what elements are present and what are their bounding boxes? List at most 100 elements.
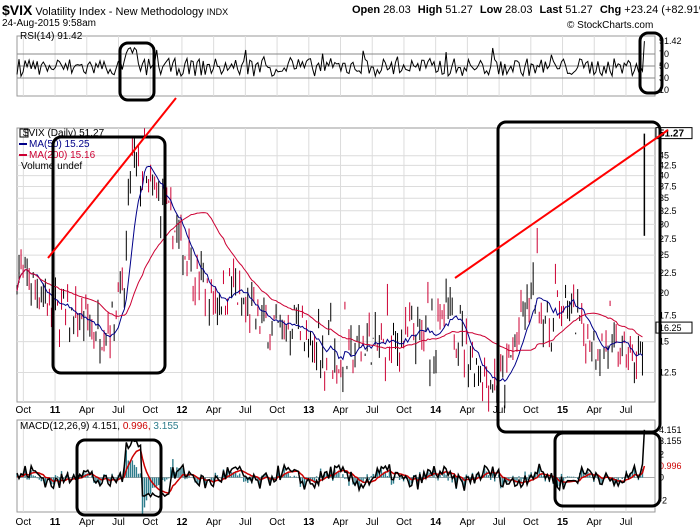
x-tick-label: Apr — [333, 405, 349, 416]
x-tick-label: Oct — [16, 517, 32, 528]
macd-y-tick: 0 — [659, 473, 664, 483]
x-tick-label: Jul — [239, 405, 252, 416]
price-y-tick: 45 — [659, 151, 669, 161]
rsi-y-tick: 50 — [659, 61, 669, 71]
x-tick-label: Apr — [460, 405, 476, 416]
chg-value: +23.24 (+82.91%) — [624, 4, 700, 16]
price-y-tick: 25 — [659, 250, 669, 260]
x-tick-label: 13 — [303, 517, 315, 528]
annotation-line-2015 — [454, 129, 669, 279]
ma50-line — [16, 165, 643, 382]
macd-y-tick: 0.996 — [659, 461, 682, 471]
ma-marker — [655, 321, 693, 334]
price-bars — [16, 128, 643, 412]
ma50-legend: MA(50) 15.25 — [29, 139, 90, 150]
x-tick-label: 14 — [430, 517, 442, 528]
price-y-tick: 22.5 — [659, 268, 677, 278]
exchange-label: INDX — [206, 7, 229, 17]
price-y-tick: 12.5 — [659, 367, 677, 377]
x-tick-label: Jul — [620, 405, 633, 416]
annotation-box-rsi-2015 — [638, 31, 664, 95]
panel-price-frame — [16, 127, 656, 403]
price-y-tick: 40 — [659, 171, 669, 181]
x-tick-label: 11 — [50, 517, 61, 528]
price-y-tick: 37.5 — [659, 182, 677, 192]
open-value: 28.03 — [383, 4, 411, 16]
x-tick-label: 12 — [176, 517, 188, 528]
x-tick-label: Jul — [366, 405, 379, 416]
rsi-y-tick: 10 — [659, 85, 669, 95]
ma200-line — [16, 212, 643, 353]
x-tick-label: Oct — [523, 517, 539, 528]
x-tick-label: Oct — [16, 405, 32, 416]
annotation-box-macd-2011 — [75, 438, 163, 517]
x-tick-label: Apr — [79, 405, 95, 416]
price-last-tick: 51.27 — [659, 129, 684, 140]
annotation-box-rsi-2011 — [118, 41, 156, 102]
rsi-y-tick: 30 — [659, 73, 669, 83]
x-tick-label: Apr — [460, 517, 476, 528]
copyright-label: © StockCharts.com — [567, 20, 654, 31]
last-value: 51.27 — [565, 4, 593, 16]
annotation-box-price-2011 — [51, 135, 167, 375]
rsi-line — [16, 41, 645, 79]
x-tick-label: Jul — [493, 517, 506, 528]
x-tick-label: Apr — [333, 517, 349, 528]
price-ma-tick: 16.25 — [659, 323, 682, 333]
last-price-marker — [655, 127, 693, 140]
x-tick-label: Jul — [366, 517, 379, 528]
x-tick-label: 14 — [430, 405, 442, 416]
price-y-tick: 32.5 — [659, 206, 677, 216]
rsi-y-tick: 70 — [659, 49, 669, 59]
x-tick-label: Oct — [142, 517, 158, 528]
x-tick-label: Apr — [206, 517, 222, 528]
low-value: 28.03 — [504, 4, 533, 16]
x-tick-label: Jul — [112, 405, 125, 416]
chg-label: Chg — [599, 4, 622, 16]
x-tick-label: Oct — [269, 405, 285, 416]
x-tick-label: Oct — [523, 405, 539, 416]
price-y-tick: 30 — [659, 219, 669, 229]
x-tick-label: Jul — [112, 517, 125, 528]
price-legend: $VIX (Daily) 51.27 — [23, 128, 105, 139]
macd-line — [16, 429, 646, 499]
x-tick-label: 15 — [557, 405, 569, 416]
price-y-tick: 20 — [659, 288, 669, 298]
macd-y-tick: -2 — [659, 496, 667, 506]
annotation-line-2011 — [47, 97, 177, 259]
x-tick-label: Jul — [620, 517, 633, 528]
rsi-y-tick: 91.42 — [659, 36, 682, 46]
date-label: 24-Aug-2015 9:58am — [2, 18, 96, 29]
high-value: 51.27 — [445, 4, 473, 16]
low-label: Low — [479, 4, 502, 16]
symbol-label: $VIX — [2, 2, 33, 18]
x-tick-label: 15 — [557, 517, 569, 528]
x-tick-label: Apr — [79, 517, 95, 528]
open-label: Open — [352, 4, 381, 16]
price-y-tick: 17.5 — [659, 311, 677, 321]
annotation-box-macd-2015 — [553, 431, 662, 508]
x-tick-label: 11 — [50, 405, 61, 416]
quote-summary: Open 28.03 High 51.27 Low 28.03 Last 51.… — [352, 4, 700, 16]
price-y-tick: 35 — [659, 193, 669, 203]
index-name: Volatility Index - New Methodology — [35, 6, 204, 18]
price-legend-icon — [19, 128, 29, 138]
high-label: High — [417, 4, 443, 16]
x-tick-label: Apr — [586, 517, 602, 528]
last-label: Last — [539, 4, 563, 16]
macd-y-tick: 2 — [659, 450, 664, 460]
ma200-legend: MA(200) 15.16 — [29, 150, 96, 161]
x-tick-label: 12 — [176, 405, 188, 416]
x-tick-label: Oct — [396, 405, 412, 416]
macd-legend: MACD(12,26,9) 4.151, 0.996, 3.155 — [20, 421, 179, 432]
panel-macd-frame — [16, 419, 656, 513]
chart-header: $VIX Volatility Index - New Methodology … — [2, 2, 228, 18]
x-tick-label: Apr — [586, 405, 602, 416]
x-tick-label: Jul — [239, 517, 252, 528]
price-y-tick: 27.5 — [659, 234, 677, 244]
x-tick-label: 13 — [303, 405, 315, 416]
x-tick-label: Oct — [396, 517, 412, 528]
price-y-tick: 15 — [659, 337, 669, 347]
x-tick-label: Oct — [142, 405, 158, 416]
